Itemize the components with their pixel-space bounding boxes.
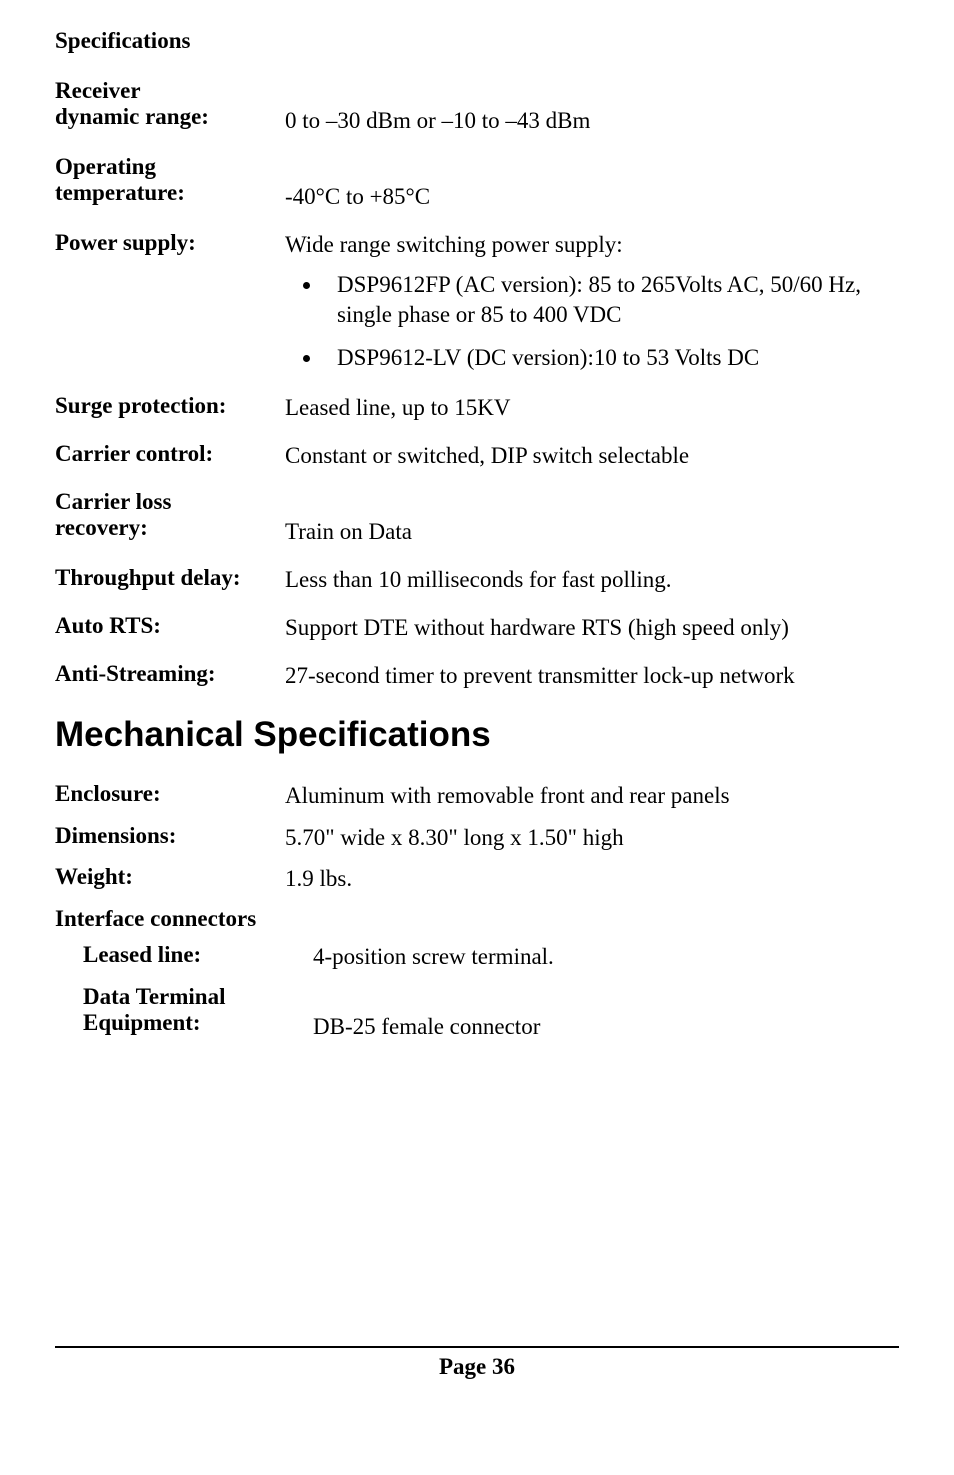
- spec-value: Support DTE without hardware RTS (high s…: [285, 613, 899, 643]
- spec-label: Dimensions:: [55, 823, 285, 849]
- page-number: Page 36: [439, 1354, 515, 1379]
- spec-value: Leased line, up to 15KV: [285, 393, 899, 423]
- spec-data-terminal-equipment: Data Terminal Equipment: DB-25 female co…: [55, 984, 899, 1042]
- spec-value: -40°C to +85°C: [285, 182, 899, 212]
- section-title: Specifications: [55, 28, 899, 54]
- interface-connectors-heading: Interface connectors: [55, 906, 899, 932]
- spec-label: Operating: [55, 154, 285, 180]
- spec-label: Carrier loss: [55, 489, 285, 515]
- spec-label: temperature:: [55, 180, 285, 206]
- spec-value-intro: Wide range switching power supply:: [285, 230, 899, 260]
- spec-value: 27-second timer to prevent transmitter l…: [285, 661, 899, 691]
- spec-carrier-loss-recovery: Carrier loss recovery: Train on Data: [55, 489, 899, 547]
- spec-label: Interface connectors: [55, 906, 899, 932]
- spec-carrier-control: Carrier control: Constant or switched, D…: [55, 441, 899, 471]
- spec-value: 4-position screw terminal.: [313, 942, 899, 972]
- spec-label: Equipment:: [83, 1010, 313, 1036]
- spec-anti-streaming: Anti-Streaming: 27-second timer to preve…: [55, 661, 899, 691]
- spec-receiver-dynamic-range: Receiver dynamic range: 0 to –30 dBm or …: [55, 78, 899, 136]
- spec-value: 1.9 lbs.: [285, 864, 899, 894]
- bullet-item: DSP9612-LV (DC version):10 to 53 Volts D…: [323, 343, 899, 373]
- spec-value: 0 to –30 dBm or –10 to –43 dBm: [285, 106, 899, 136]
- spec-enclosure: Enclosure: Aluminum with removable front…: [55, 781, 899, 811]
- spec-label: Throughput delay:: [55, 565, 285, 591]
- spec-value: Constant or switched, DIP switch selecta…: [285, 441, 899, 471]
- spec-label: Carrier control:: [55, 441, 285, 467]
- spec-label: recovery:: [55, 515, 285, 541]
- spec-surge-protection: Surge protection: Leased line, up to 15K…: [55, 393, 899, 423]
- mechanical-heading: Mechanical Specifications: [55, 715, 899, 755]
- spec-label: Weight:: [55, 864, 285, 890]
- spec-value: Less than 10 milliseconds for fast polli…: [285, 565, 899, 595]
- spec-value: Train on Data: [285, 517, 899, 547]
- spec-weight: Weight: 1.9 lbs.: [55, 864, 899, 894]
- spec-operating-temperature: Operating temperature: -40°C to +85°C: [55, 154, 899, 212]
- bullet-item: DSP9612FP (AC version): 85 to 265Volts A…: [323, 270, 899, 330]
- spec-label: Receiver: [55, 78, 285, 104]
- spec-label: dynamic range:: [55, 104, 285, 130]
- spec-label: Enclosure:: [55, 781, 285, 807]
- spec-throughput-delay: Throughput delay: Less than 10 milliseco…: [55, 565, 899, 595]
- spec-value: 5.70" wide x 8.30" long x 1.50" high: [285, 823, 899, 853]
- spec-label: Surge protection:: [55, 393, 285, 419]
- spec-value: Aluminum with removable front and rear p…: [285, 781, 899, 811]
- spec-auto-rts: Auto RTS: Support DTE without hardware R…: [55, 613, 899, 643]
- spec-label: Leased line:: [55, 942, 313, 968]
- spec-label: Data Terminal: [83, 984, 313, 1010]
- spec-label: Anti-Streaming:: [55, 661, 285, 687]
- spec-dimensions: Dimensions: 5.70" wide x 8.30" long x 1.…: [55, 823, 899, 853]
- spec-label: Auto RTS:: [55, 613, 285, 639]
- spec-label: Power supply:: [55, 230, 285, 256]
- spec-value: DB-25 female connector: [313, 1012, 899, 1042]
- spec-leased-line: Leased line: 4-position screw terminal.: [55, 942, 899, 972]
- page-footer: Page 36: [55, 1346, 899, 1380]
- spec-power-supply: Power supply: Wide range switching power…: [55, 230, 899, 388]
